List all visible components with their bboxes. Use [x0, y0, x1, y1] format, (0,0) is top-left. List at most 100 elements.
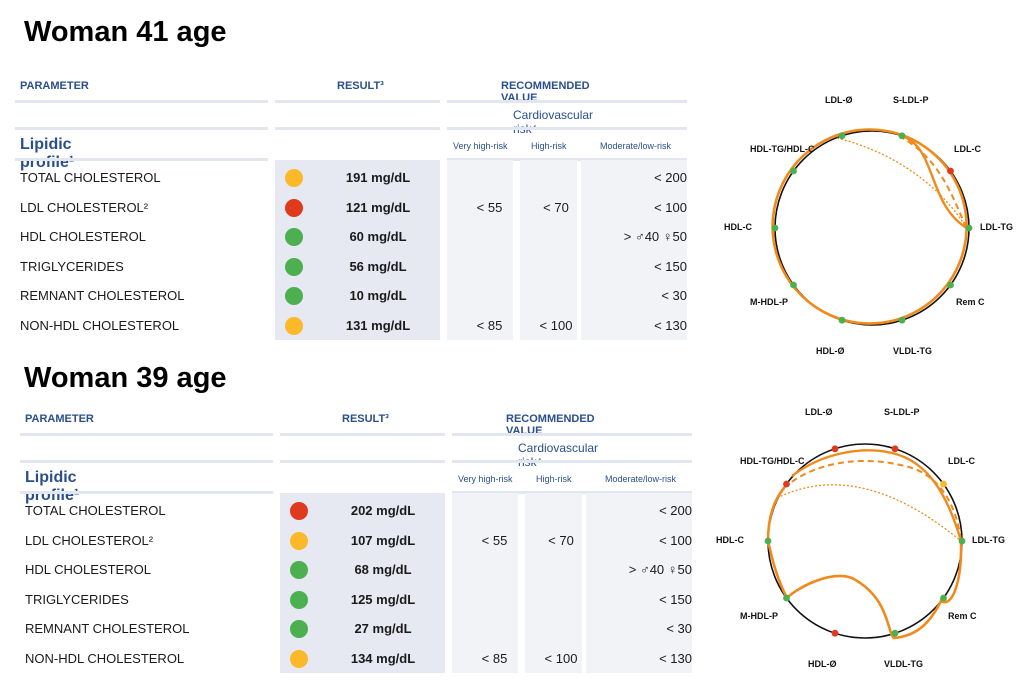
- axis-label: LDL-Ø: [805, 407, 833, 417]
- axis-label: S-LDL-P: [893, 95, 929, 105]
- moderate-risk-header: Moderate/low-risk: [605, 474, 677, 484]
- marker-hdl-diameter: [831, 629, 839, 637]
- high-risk-value: < 70: [548, 532, 574, 548]
- moderate-risk-value: < 100: [659, 532, 692, 548]
- report-panel-2: Woman 39 age PARAMETER RESULT³ RECOMMEND…: [0, 350, 1024, 700]
- marker-m-hdl-p: [790, 281, 797, 289]
- status-dot: [290, 531, 308, 550]
- table-row: TRIGLYCERIDES 125 mg/dL < 150: [20, 585, 700, 615]
- divider: [280, 433, 445, 436]
- parameter-name: NON-HDL CHOLESTEROL: [25, 650, 185, 666]
- marker-ldl-c: [947, 167, 954, 175]
- profile-outline: [771, 128, 968, 325]
- very-high-risk-header: Very high-risk: [453, 141, 508, 151]
- risk-column-bg: [525, 493, 582, 673]
- axis-label: LDL-C: [948, 456, 975, 466]
- table-row: LDL CHOLESTEROL² 121 mg/dL < 55 < 70 < 100: [15, 193, 695, 223]
- profile-curve-solid: [901, 134, 968, 230]
- result-value: 27 mg/dL: [354, 621, 412, 636]
- parameter-name: REMNANT CHOLESTEROL: [25, 621, 190, 636]
- status-dot: [285, 169, 303, 187]
- moderate-risk-value: < 100: [654, 199, 687, 215]
- status-dot: [290, 620, 308, 638]
- table-row: NON-HDL CHOLESTEROL 131 mg/dL < 85 < 100 < 1…: [15, 311, 695, 341]
- result-column-bg: [275, 160, 440, 340]
- result-value: 202 mg/dL: [350, 503, 416, 518]
- parameter-header: PARAMETER: [25, 413, 94, 425]
- cv-risk-label: Cardiovascular risk⁴: [513, 108, 594, 136]
- chart-labels: LDL-Ø S-LDL-P LDL-C LDL-TG Rem C VLDL-TG…: [724, 95, 1013, 356]
- divider: [15, 100, 268, 103]
- divider: [447, 158, 687, 161]
- lipid-radar-chart: LDL-Ø S-LDL-P LDL-C LDL-TG Rem C VLDL-TG…: [716, 407, 1005, 669]
- panel-title: Woman 41 age: [24, 16, 227, 48]
- risk-column-bg: [452, 493, 518, 673]
- result-value: 10 mg/dL: [349, 288, 407, 303]
- parameter-name: LDL CHOLESTEROL²: [25, 532, 154, 548]
- moderate-risk-value: < 130: [659, 650, 692, 666]
- table-row: REMNANT CHOLESTEROL 10 mg/dL < 30: [15, 281, 695, 311]
- axis-label: S-LDL-P: [884, 407, 920, 417]
- moderate-risk-value: < 150: [654, 258, 687, 274]
- moderate-risk-value: < 30: [666, 621, 692, 636]
- parameter-name: TOTAL CHOLESTEROL: [25, 503, 166, 518]
- moderate-risk-value: < 200: [659, 503, 692, 518]
- result-value: 191 mg/dL: [345, 170, 411, 185]
- divider: [20, 460, 273, 463]
- divider: [15, 158, 268, 161]
- divider: [452, 433, 692, 436]
- result-value: 56 mg/dL: [349, 258, 407, 274]
- result-value: 60 mg/dL: [349, 229, 407, 244]
- parameter-name: NON-HDL CHOLESTEROL: [20, 317, 180, 333]
- risk-column-bg: [447, 160, 513, 340]
- divider: [20, 491, 273, 494]
- result-value: 125 mg/dL: [350, 591, 416, 607]
- chart-labels: LDL-Ø S-LDL-P LDL-C LDL-TG Rem C VLDL-TG…: [716, 407, 1005, 669]
- marker-hdl-c: [764, 537, 772, 545]
- marker-hdl-tg-ratio: [783, 480, 790, 488]
- result-header: RESULT³: [337, 80, 384, 92]
- risk-column-bg: [581, 160, 687, 340]
- lipid-radar-chart: LDL-Ø S-LDL-P LDL-C LDL-TG Rem C VLDL-TG…: [724, 95, 1013, 356]
- very-high-risk-header: Very high-risk: [458, 474, 513, 484]
- very-high-risk-value: < 55: [476, 199, 503, 215]
- very-high-risk-value: < 85: [476, 317, 503, 333]
- axis-label: M-HDL-P: [740, 611, 778, 621]
- divider: [275, 100, 440, 103]
- table-row: LDL CHOLESTEROL² 107 mg/dL < 55 < 70 < 100: [20, 526, 700, 556]
- marker-ldl-diameter: [838, 132, 846, 140]
- divider: [20, 433, 273, 436]
- axis-label: LDL-C: [954, 144, 981, 154]
- parameter-name: TOTAL CHOLESTEROL: [20, 170, 161, 185]
- marker-m-hdl-p: [783, 594, 790, 602]
- marker-ldl-c: [940, 480, 947, 488]
- moderate-risk-value: < 30: [661, 288, 687, 303]
- status-dot: [290, 590, 308, 609]
- result-column-bg: [280, 493, 445, 673]
- axis-label: HDL-TG/HDL-C: [740, 456, 805, 466]
- moderate-risk-value: < 200: [654, 170, 687, 185]
- table-row: HDL CHOLESTEROL 68 mg/dL > ♂40 ♀50: [20, 555, 700, 585]
- axis-label: HDL-C: [724, 222, 752, 232]
- marker-rem-c: [940, 594, 947, 602]
- chart-markers: [764, 445, 966, 637]
- status-dot: [285, 287, 303, 305]
- table-row: HDL CHOLESTEROL 60 mg/dL > ♂40 ♀50: [15, 222, 695, 252]
- marker-ldl-tg: [965, 224, 973, 232]
- status-dot: [290, 649, 308, 668]
- marker-s-ldl-p: [898, 132, 906, 140]
- very-high-risk-value: < 55: [481, 532, 508, 548]
- result-value: 131 mg/dL: [345, 317, 411, 333]
- risk-column-bg: [586, 493, 692, 673]
- very-high-risk-value: < 85: [481, 650, 508, 666]
- high-risk-value: < 100: [539, 317, 573, 333]
- table-row: REMNANT CHOLESTEROL 27 mg/dL < 30: [20, 614, 700, 644]
- axis-label: M-HDL-P: [750, 297, 788, 307]
- moderate-risk-header: Moderate/low-risk: [600, 141, 672, 151]
- status-dot: [290, 561, 308, 579]
- profile-curve-dashed: [783, 459, 962, 542]
- table-row: NON-HDL CHOLESTEROL 134 mg/dL < 85 < 100 < 1…: [20, 644, 700, 674]
- axis-label: HDL-TG/HDL-C: [750, 144, 815, 154]
- marker-s-ldl-p: [891, 445, 899, 453]
- axis-label: LDL-TG: [980, 222, 1013, 232]
